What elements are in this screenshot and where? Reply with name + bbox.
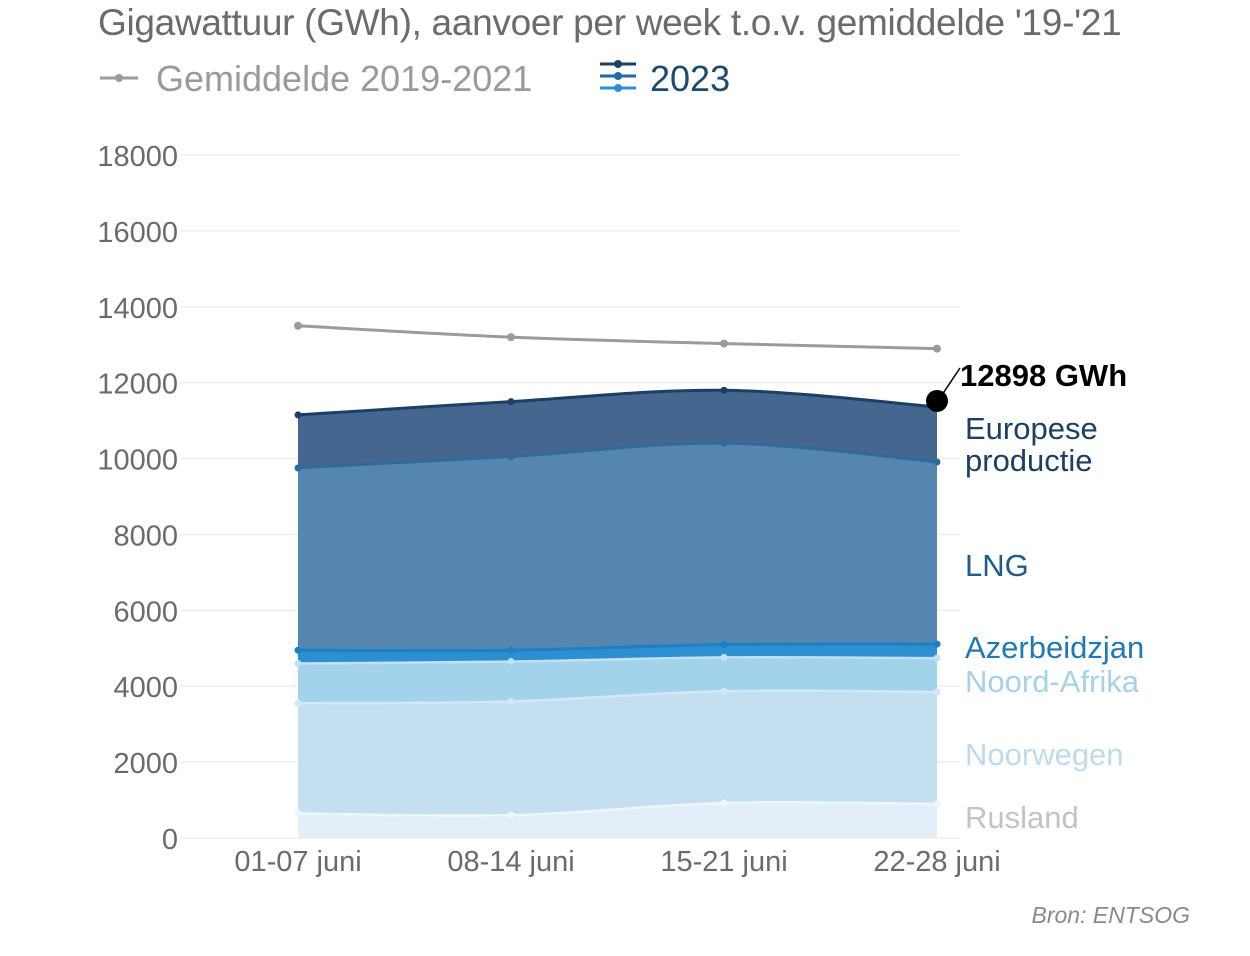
point-lng[interactable] [933,458,941,466]
y-tick-label: 8000 [113,520,178,552]
y-tick-label: 6000 [113,596,178,628]
y-tick-label: 16000 [97,217,178,249]
point-noorwegen[interactable] [720,687,728,695]
series-line-europese_productie [297,388,938,417]
chart-title: Gigawattuur (GWh), aanvoer per week t.o.… [98,2,1122,43]
point-noorwegen[interactable] [507,697,515,705]
annotation-label: 12898 GWh [960,358,1127,393]
series-label-noord_afrika: Noord-Afrika [965,664,1140,699]
series-line-lng [297,442,938,470]
point-azerbeidzjan[interactable] [720,640,728,648]
average-line [297,324,938,351]
legend-average-label: Gemiddelde 2019-2021 [156,58,533,99]
annotation-leader-line [941,367,961,396]
point-lng[interactable] [294,464,302,472]
point-noorwegen[interactable] [294,699,302,707]
point-rusland[interactable] [294,809,302,817]
point-rusland[interactable] [933,800,941,808]
y-tick-label: 0 [162,824,178,856]
point-europese_productie[interactable] [720,386,728,394]
source-note: Bron: ENTSOG [1031,902,1190,928]
series-label-europese_productie: productie [965,443,1093,478]
point-lng[interactable] [507,453,515,461]
y-tick-label: 12000 [97,369,178,401]
series-line-rusland [297,801,938,817]
series-line-azerbeidzjan [297,642,938,653]
average-point[interactable] [507,333,515,342]
series-label-noorwegen: Noorwegen [965,737,1124,772]
series-line-noorwegen [297,689,938,705]
series-line-noord_afrika [297,655,938,665]
area-noorwegen[interactable] [298,690,937,816]
point-noorwegen[interactable] [933,688,941,696]
point-noord_afrika[interactable] [720,653,728,661]
x-tick-label: 01-07 juni [234,846,361,878]
area-rusland[interactable] [298,802,937,838]
point-rusland[interactable] [507,811,515,819]
series-label-europese_productie: Europese [965,411,1098,446]
annotation-marker[interactable] [926,389,948,412]
legend-2023-label: 2023 [650,58,731,99]
y-tick-label: 4000 [113,672,178,704]
point-azerbeidzjan[interactable] [507,646,515,654]
point-lng[interactable] [720,439,728,447]
point-noord_afrika[interactable] [933,654,941,662]
point-noord_afrika[interactable] [294,659,302,667]
series-label-rusland: Rusland [965,800,1079,835]
y-tick-label: 10000 [97,445,178,477]
y-tick-label: 2000 [113,748,178,780]
series-label-azerbeidzjan: Azerbeidzjan [965,630,1144,665]
point-azerbeidzjan[interactable] [933,640,941,648]
point-europese_productie[interactable] [294,411,302,419]
average-point[interactable] [294,321,302,330]
y-tick-label: 18000 [97,141,178,173]
point-noord_afrika[interactable] [507,658,515,666]
area-noord_afrika[interactable] [298,657,937,704]
series-label-lng: LNG [965,548,1029,583]
average-point[interactable] [720,339,728,348]
area-europese_productie[interactable] [298,390,937,469]
x-tick-label: 22-28 juni [873,846,1000,878]
x-tick-label: 08-14 juni [447,846,574,878]
point-europese_productie[interactable] [507,398,515,406]
legend-2023-lines-icon [600,60,636,92]
x-tick-label: 15-21 juni [660,846,787,878]
area-azerbeidzjan[interactable] [298,643,937,664]
point-rusland[interactable] [720,799,728,807]
area-lng[interactable] [298,443,937,651]
average-point[interactable] [933,344,941,353]
legend-average-line-icon [100,74,138,82]
y-tick-label: 14000 [97,293,178,325]
point-azerbeidzjan[interactable] [294,646,302,654]
